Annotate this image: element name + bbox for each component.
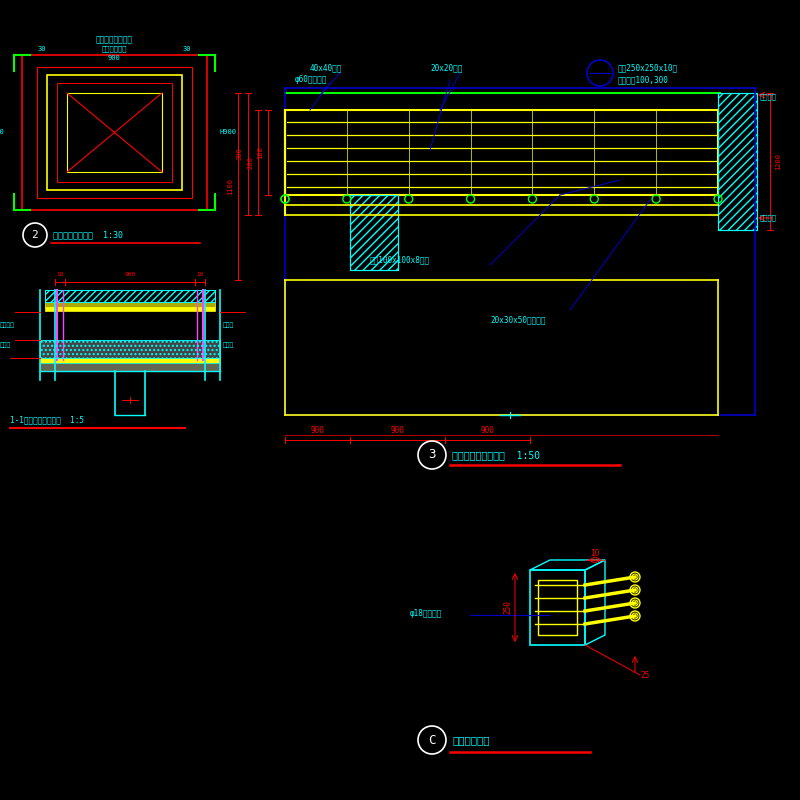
Text: 1200: 1200 [775, 153, 781, 170]
Bar [67, 93, 162, 172]
Bar [57, 83, 172, 182]
Text: 前门顶面范围: 前门顶面范围 [102, 46, 126, 52]
Bar [350, 195, 398, 270]
Text: 前窗检查孔平面图: 前窗检查孔平面图 [95, 35, 133, 45]
Text: 槽钢100x100x8钢框: 槽钢100x100x8钢框 [370, 255, 430, 265]
Text: 25: 25 [640, 670, 650, 679]
Text: 10: 10 [590, 550, 600, 558]
Bar [40, 340, 220, 358]
Text: 中心距离100,300: 中心距离100,300 [618, 75, 669, 85]
Bar [40, 358, 220, 363]
Text: 100: 100 [257, 146, 263, 159]
Text: 200: 200 [247, 156, 253, 169]
Text: 屋面检修平台剖面图  1:50: 屋面检修平台剖面图 1:50 [452, 450, 540, 460]
Text: φ18箍筋钢筋: φ18箍筋钢筋 [410, 609, 442, 618]
Text: C: C [428, 734, 436, 746]
Text: 900: 900 [310, 426, 325, 435]
Text: 楼板厚: 楼板厚 [223, 322, 234, 328]
Bar [47, 75, 182, 190]
Text: 天窗框架: 天窗框架 [0, 322, 15, 328]
Text: 天窗检查孔平面图  1:30: 天窗检查孔平面图 1:30 [53, 230, 123, 239]
Bar [40, 340, 220, 358]
Bar [22, 55, 207, 210]
Text: 900: 900 [390, 426, 405, 435]
Text: 预埋250x250x10板: 预埋250x250x10板 [618, 63, 678, 73]
Bar [37, 67, 192, 198]
Bar [350, 195, 398, 270]
Text: 900: 900 [481, 426, 494, 435]
Bar [718, 93, 757, 230]
Text: 天窗框: 天窗框 [223, 342, 234, 348]
Bar [538, 580, 577, 635]
Text: 天窗框: 天窗框 [0, 342, 11, 348]
Text: 300: 300 [237, 148, 243, 160]
Bar [45, 307, 215, 311]
Bar [530, 570, 585, 645]
Text: 30: 30 [38, 46, 46, 52]
Text: 1100: 1100 [227, 178, 233, 195]
Bar [718, 93, 757, 230]
Text: H40: H40 [0, 129, 4, 135]
Text: 10: 10 [56, 272, 64, 277]
Text: 1-1天窗检查孔剖面图  1:5: 1-1天窗检查孔剖面图 1:5 [10, 415, 84, 425]
Bar [45, 290, 215, 302]
Text: 10: 10 [196, 272, 204, 277]
Text: 20x20方钢: 20x20方钢 [430, 63, 462, 73]
Text: 预埋件放大图: 预埋件放大图 [452, 735, 490, 745]
Text: 屋面平面: 屋面平面 [760, 214, 777, 222]
Bar [40, 363, 220, 371]
Text: 2: 2 [32, 230, 38, 240]
Text: 3: 3 [428, 449, 436, 462]
Text: 屋面平面: 屋面平面 [760, 94, 777, 100]
Text: 30: 30 [182, 46, 191, 52]
Text: 250: 250 [503, 600, 512, 614]
Text: 40x40方钢: 40x40方钢 [310, 63, 342, 73]
Bar [45, 290, 215, 302]
Text: 900: 900 [108, 55, 120, 61]
Text: φ60千等钢管: φ60千等钢管 [295, 75, 327, 85]
Text: 900: 900 [124, 272, 136, 277]
Text: 20x30x50钢板焊接: 20x30x50钢板焊接 [490, 315, 546, 325]
Text: H900: H900 [219, 129, 236, 135]
Bar [45, 302, 215, 307]
